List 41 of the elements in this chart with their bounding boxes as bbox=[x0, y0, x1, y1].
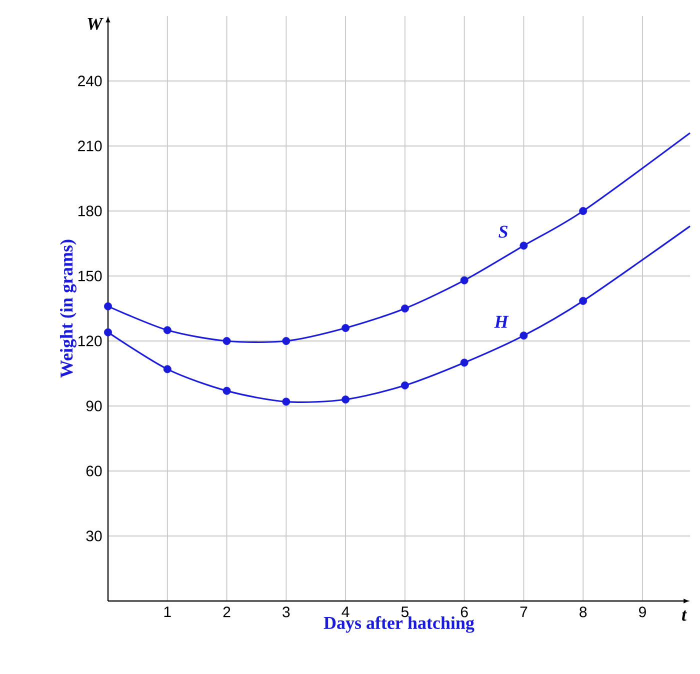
point bbox=[520, 242, 528, 250]
point bbox=[342, 396, 350, 404]
point bbox=[282, 336, 290, 345]
y-tick-label: 210 bbox=[78, 140, 102, 152]
point bbox=[460, 358, 468, 367]
y-tick-label: 150 bbox=[78, 270, 102, 282]
y-tick-label: 90 bbox=[86, 400, 102, 412]
point bbox=[520, 332, 528, 340]
y-tick-label: 30 bbox=[86, 530, 102, 542]
point bbox=[163, 326, 172, 334]
y-axis-title: Weight (in grams) bbox=[60, 240, 76, 378]
y-tick-label: 120 bbox=[78, 336, 102, 346]
x-tick-label: 8 bbox=[580, 606, 587, 618]
point bbox=[222, 336, 231, 345]
point bbox=[104, 302, 112, 310]
point bbox=[104, 328, 112, 336]
y-tick-label: 240 bbox=[78, 76, 102, 86]
series-label: H bbox=[494, 316, 509, 328]
point bbox=[579, 206, 588, 215]
x-tick-label: 7 bbox=[520, 606, 528, 617]
point bbox=[222, 386, 231, 395]
y-tick-label: 180 bbox=[78, 206, 102, 216]
text: t bbox=[682, 610, 687, 621]
x-tick-label: 5 bbox=[401, 606, 408, 618]
x-axis-title: Days after hatching bbox=[324, 616, 474, 633]
series-label: S bbox=[498, 226, 508, 238]
point bbox=[400, 381, 409, 390]
y-tick-label: 60 bbox=[86, 466, 102, 476]
x-tick-label: 4 bbox=[342, 606, 350, 617]
point bbox=[460, 276, 468, 284]
point bbox=[282, 398, 290, 406]
point bbox=[579, 296, 588, 305]
x-tick-label: 3 bbox=[282, 606, 290, 618]
point bbox=[400, 304, 409, 312]
point bbox=[342, 324, 350, 332]
x-tick-label: 1 bbox=[164, 606, 171, 617]
x-tick-label: 2 bbox=[223, 606, 230, 618]
x-tick-label: 6 bbox=[460, 606, 468, 618]
text: W bbox=[88, 18, 104, 30]
point bbox=[163, 365, 172, 374]
x-tick-label: 9 bbox=[639, 606, 646, 618]
